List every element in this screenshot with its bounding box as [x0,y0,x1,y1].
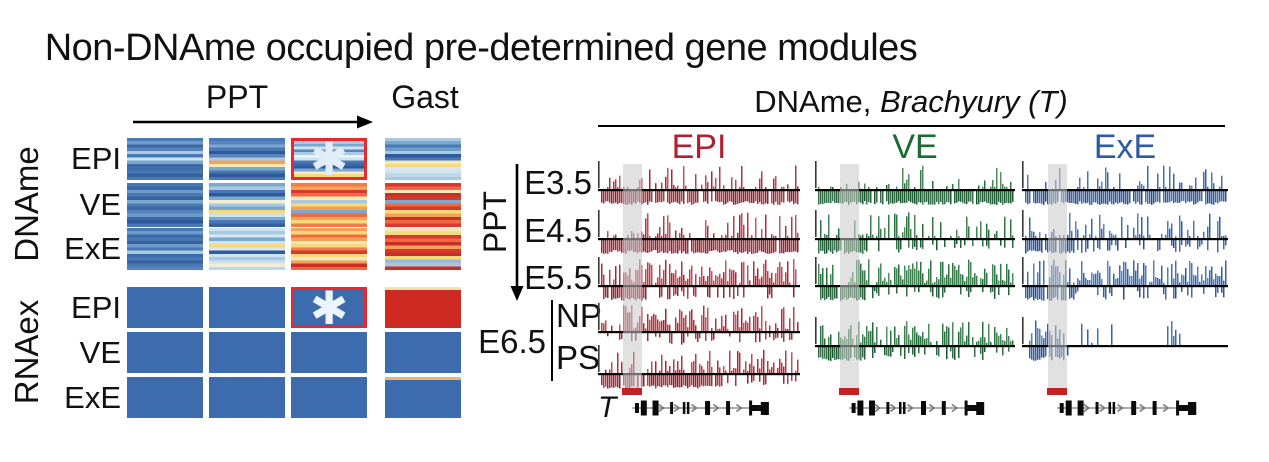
heatmap-cell [291,183,367,227]
stage-label-e5_5: E5.5 [524,259,592,296]
heatmap-cell [127,287,203,328]
stage-label-e3_5: E3.5 [524,164,592,201]
heatmap-cell [385,183,461,227]
heatmap-cell [209,138,285,180]
heatmap-row-label: VE [79,187,121,222]
ps-label: PS [556,339,601,376]
heatmap-cell [385,228,461,270]
figure-title: Non-DNAme occupied pre-determined gene m… [44,26,918,69]
track-column-header-ve: VE [892,127,938,166]
heatmap-cell [291,377,367,418]
promoter-marker-bar [622,388,643,395]
browser-header-prefix: DNAme, [754,84,880,119]
heatmap-cell [385,138,461,180]
promoter-marker-bar [1046,388,1068,395]
promoter-highlight-band [623,164,643,388]
track-column-header-exe: ExE [1093,127,1157,166]
e65-bracket-line [551,300,553,381]
heatmap-cell [127,332,203,373]
promoter-highlight-band [840,164,859,388]
promoter-marker-bar [839,388,859,395]
np-label: NP [556,297,602,334]
heatmap-cell [385,332,461,373]
methylation-track-exe-e5_5 [1022,257,1228,301]
heatmap-cell [385,377,461,418]
heatmap-cell [127,228,203,270]
heatmap-cell [209,183,285,227]
browser-header: DNAme, Brachyury (T) [691,84,1131,120]
ppt-right-arrow-icon [133,115,373,129]
methylation-track-ve-e4_5 [815,210,1015,254]
heatmap-cell [291,228,367,270]
heatmap-cell [291,332,367,373]
methylation-track-ve-e5_5 [815,257,1015,301]
heatmap-cell [209,377,285,418]
e65-label: E6.5 [478,323,546,360]
heatmap-cell [209,332,285,373]
heatmap-row-label: ExE [64,379,121,415]
heatmap-cell [209,287,285,328]
selected-module-asterisk: ✱ [309,133,349,185]
track-column-header-epi: EPI [671,127,727,166]
browser-header-gene: Brachyury (T) [880,84,1068,119]
heatmap-cell [385,287,461,328]
heatmap-ppt-header: PPT [205,78,269,115]
promoter-highlight-band [1047,164,1068,388]
selected-module-asterisk: ✱ [309,281,349,334]
heatmap-cell [127,377,203,418]
heatmap-row-label: ExE [64,231,121,266]
heatmap-cell [127,183,203,227]
ppt-down-arrow-icon [510,164,524,301]
heatmap-cell [127,138,203,180]
stage-label-e4_5: E4.5 [524,212,592,249]
heatmap-cell: ✱ [291,281,367,334]
heatmap-row-label: EPI [71,289,121,325]
gene-model-epi [632,400,769,416]
gene-model-ve [849,400,985,416]
browser-header-underline [598,125,1225,127]
gene-model-exe [1057,400,1197,416]
heatmap-gast-header: Gast [391,78,459,115]
heatmap-row-label: EPI [71,141,121,176]
heatmap-cell [209,228,285,270]
heatmap-row-label: VE [79,334,121,370]
heatmap-cell: ✱ [291,133,367,185]
methylation-track-epi-e6_5_ps [598,345,800,389]
gene-symbol-label: T [598,391,617,424]
